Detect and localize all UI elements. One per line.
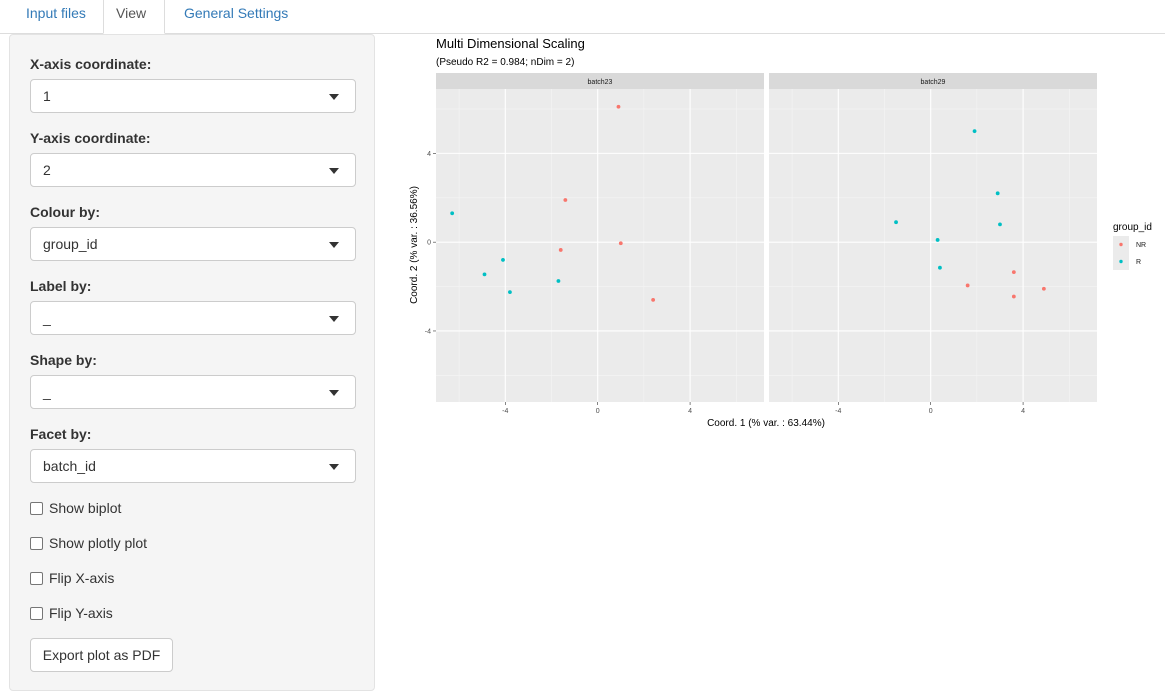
data-point-nr	[1041, 286, 1046, 291]
data-point-nr	[616, 104, 621, 109]
x-tick-label: 0	[929, 408, 933, 415]
chevron-down-icon	[329, 242, 339, 248]
chevron-down-icon	[329, 464, 339, 470]
tab-bar: Input files View General Settings	[0, 0, 1165, 34]
tab-general-settings[interactable]: General Settings	[184, 5, 289, 21]
facet-panel-batch23: batch23	[436, 73, 764, 402]
x-tick-label: 4	[1021, 408, 1025, 415]
y-axis-label: Y-axis coordinate:	[30, 130, 151, 146]
facet-strip	[436, 73, 764, 89]
checkbox-box[interactable]	[30, 502, 43, 515]
label-by-value: _	[43, 310, 51, 326]
legend-title: group_id	[1113, 222, 1152, 233]
show-biplot-label: Show biplot	[49, 500, 122, 516]
y-tick-label: 0	[427, 240, 431, 247]
colour-by-label: Colour by:	[30, 204, 100, 220]
label-by-select[interactable]: _	[30, 301, 356, 335]
y-axis-value: 2	[43, 162, 51, 178]
data-point-r	[450, 211, 455, 216]
flip-y-label: Flip Y-axis	[49, 605, 113, 621]
data-point-nr	[558, 248, 563, 252]
x-axis-title: Coord. 1 (% var. : 63.44%)	[707, 418, 825, 429]
legend: group_id NR R	[1113, 222, 1152, 270]
data-point-r	[935, 238, 940, 242]
chevron-down-icon	[329, 94, 339, 100]
mds-plot: Multi Dimensional Scaling (Pseudo R2 = 0…	[409, 36, 1152, 429]
y-tick-label: -4	[425, 328, 431, 335]
facet-label: batch29	[921, 79, 946, 86]
checkbox-box[interactable]	[30, 537, 43, 550]
panel-background	[436, 89, 764, 402]
data-point-r	[508, 290, 512, 295]
data-point-nr	[651, 297, 656, 302]
colour-by-value: group_id	[43, 236, 98, 252]
legend-label-nr: NR	[1136, 242, 1146, 249]
sidebar-panel: X-axis coordinate: 1 Y-axis coordinate: …	[9, 34, 375, 691]
shape-by-value: _	[43, 384, 51, 400]
data-point-nr	[1011, 294, 1016, 299]
x-tick-label: 4	[688, 408, 692, 415]
data-point-r	[938, 265, 942, 270]
facet-panel-batch29: batch29	[769, 73, 1097, 402]
plot-title: Multi Dimensional Scaling	[436, 36, 585, 51]
x-axis-select[interactable]: 1	[30, 79, 356, 113]
data-point-r	[998, 222, 1002, 227]
export-pdf-button[interactable]: Export plot as PDF	[30, 638, 173, 672]
shape-by-select[interactable]: _	[30, 375, 356, 409]
legend-label-r: R	[1136, 259, 1141, 266]
y-axis-title: Coord. 2 (% var. : 36.56%)	[409, 186, 420, 304]
plot-subtitle: (Pseudo R2 = 0.984; nDim = 2)	[436, 57, 574, 68]
legend-key-nr	[1119, 242, 1123, 247]
x-tick-label: -4	[502, 408, 508, 415]
legend-key-r	[1119, 259, 1123, 264]
panel-background	[769, 89, 1097, 402]
y-axis-select[interactable]: 2	[30, 153, 356, 187]
data-point-r	[894, 220, 898, 225]
x-tick-label: 0	[596, 408, 600, 415]
data-point-r	[482, 272, 487, 277]
label-by-label: Label by:	[30, 278, 92, 294]
facet-by-select[interactable]: batch_id	[30, 449, 356, 483]
tab-view[interactable]: View	[103, 0, 165, 34]
data-point-r	[501, 258, 505, 262]
y-tick-label: 4	[427, 151, 431, 158]
show-plotly-label: Show plotly plot	[49, 535, 148, 551]
facet-by-label: Facet by:	[30, 426, 92, 442]
data-point-r	[556, 279, 561, 283]
facet-strip	[769, 73, 1097, 89]
tab-input-files[interactable]: Input files	[26, 5, 86, 21]
flip-x-label: Flip X-axis	[49, 570, 115, 586]
chevron-down-icon	[329, 168, 339, 174]
data-point-nr	[618, 241, 623, 246]
checkbox-box[interactable]	[30, 572, 43, 585]
data-point-nr	[563, 198, 568, 202]
data-point-r	[995, 191, 1000, 196]
chevron-down-icon	[329, 390, 339, 396]
x-axis-value: 1	[43, 88, 51, 104]
data-point-nr	[965, 283, 970, 288]
facet-by-value: batch_id	[43, 458, 96, 474]
checkbox-box[interactable]	[30, 607, 43, 620]
data-point-nr	[1011, 270, 1016, 275]
x-axis-label: X-axis coordinate:	[30, 56, 152, 72]
colour-by-select[interactable]: group_id	[30, 227, 356, 261]
x-tick-label: -4	[835, 408, 841, 415]
data-point-r	[972, 129, 977, 134]
chevron-down-icon	[329, 316, 339, 322]
shape-by-label: Shape by:	[30, 352, 97, 368]
facet-label: batch23	[588, 79, 613, 86]
